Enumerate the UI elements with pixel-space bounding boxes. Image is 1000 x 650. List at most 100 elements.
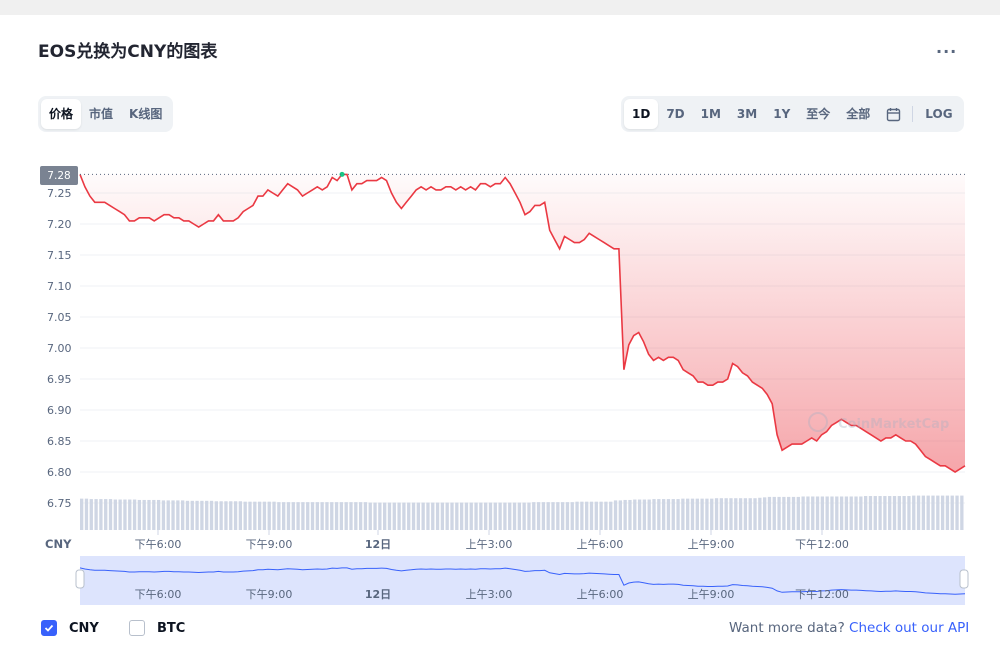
volume-bar	[777, 496, 781, 530]
volume-bar	[705, 498, 709, 530]
tab-candlestick[interactable]: K线图	[129, 107, 163, 121]
volume-bar	[652, 499, 656, 530]
volume-bar	[123, 499, 127, 530]
y-tick-label: 7.10	[47, 280, 72, 293]
volume-bar	[859, 496, 863, 530]
volume-bar	[339, 502, 344, 530]
btc-checkbox[interactable]	[129, 620, 145, 636]
volume-bar	[522, 502, 526, 530]
tab-price[interactable]: 价格	[41, 99, 82, 129]
navigator-tick-label: 12日	[365, 588, 391, 601]
range-7d[interactable]: 7D	[666, 107, 685, 121]
api-link[interactable]: Check out our API	[849, 620, 970, 636]
volume-bar	[695, 498, 699, 530]
volume-bar	[806, 496, 810, 530]
calendar-icon[interactable]	[878, 99, 908, 129]
volume-bar	[118, 499, 122, 530]
y-tick-label: 7.25	[47, 187, 72, 200]
navigator-left-handle[interactable]	[75, 569, 85, 589]
x-tick-label: 下午9:00	[246, 538, 293, 551]
volume-bar	[363, 502, 368, 530]
volume-bar	[714, 498, 719, 530]
volume-bar	[416, 502, 420, 530]
volume-bar	[296, 502, 300, 530]
volume-bar	[940, 495, 945, 530]
range-1y[interactable]: 1Y	[773, 107, 791, 121]
volume-bar	[195, 500, 199, 530]
volume-bar	[407, 502, 411, 530]
volume-bar	[767, 496, 772, 530]
volume-bar	[594, 501, 598, 530]
y-tick-label: 6.75	[47, 497, 72, 510]
volume-bar	[373, 502, 377, 530]
volume-bar	[955, 495, 959, 530]
volume-bar	[99, 499, 103, 530]
page-edge	[992, 15, 1000, 650]
volume-bar	[205, 500, 209, 530]
y-tick-label: 6.95	[47, 373, 72, 386]
navigator-tick-label: 下午12:00	[795, 588, 849, 601]
volume-bar	[820, 496, 825, 530]
volume-bar	[306, 502, 310, 530]
cny-checkbox[interactable]	[41, 620, 57, 636]
volume-bar	[527, 502, 531, 530]
volume-bar	[536, 502, 541, 530]
volume-bar	[464, 502, 469, 530]
volume-bar	[931, 495, 935, 530]
volume-bar	[286, 502, 291, 530]
x-tick-label: 下午6:00	[135, 538, 182, 551]
range-all[interactable]: 全部	[846, 107, 871, 121]
x-tick-label: 上午9:00	[688, 538, 735, 551]
navigator-tick-label: 下午6:00	[135, 588, 182, 601]
volume-bar	[392, 502, 396, 530]
volume-bar	[277, 502, 281, 530]
volume-bar	[743, 498, 748, 530]
volume-bar	[156, 499, 161, 530]
volume-bar	[609, 501, 613, 530]
volume-bar	[671, 499, 675, 530]
volume-bar	[185, 500, 190, 530]
volume-bar	[469, 502, 473, 530]
more-options-button[interactable]: ...	[936, 38, 958, 57]
cny-toggle[interactable]: CNY	[41, 620, 99, 636]
btc-toggle[interactable]: BTC	[129, 620, 185, 636]
volume-bar	[512, 502, 517, 530]
volume-bar	[791, 496, 796, 530]
volume-bar	[825, 496, 829, 530]
range-ytd[interactable]: 至今	[806, 107, 831, 121]
volume-bar	[541, 502, 546, 530]
range-1d[interactable]: 1D	[624, 99, 659, 129]
navigator-right-handle[interactable]	[959, 569, 969, 589]
navigator-window[interactable]	[80, 556, 965, 605]
volume-bar	[291, 502, 295, 530]
volume-bar	[94, 499, 98, 530]
y-tick-label: 6.85	[47, 435, 72, 448]
volume-bar	[710, 498, 714, 530]
volume-bar	[229, 501, 233, 530]
volume-bar	[661, 499, 666, 530]
volume-bar	[676, 499, 680, 530]
volume-bar	[214, 501, 218, 530]
x-tick-label: 12日	[365, 538, 391, 551]
volume-bar	[152, 499, 156, 530]
volume-bar	[936, 495, 940, 530]
tab-market-cap[interactable]: 市值	[89, 107, 114, 121]
range-tabs: 1D 7D 1M 3M 1Y 至今 全部 LOG	[621, 96, 964, 132]
volume-bar	[257, 501, 262, 530]
volume-bar	[628, 499, 632, 530]
volume-bar	[128, 499, 132, 530]
api-promo-text: Want more data?	[729, 620, 845, 636]
log-scale-button[interactable]: LOG	[925, 107, 953, 121]
volume-bar	[137, 499, 142, 530]
range-1m[interactable]: 1M	[700, 107, 721, 121]
volume-bar	[219, 501, 223, 530]
volume-bar	[354, 502, 358, 530]
range-3m[interactable]: 3M	[736, 107, 758, 121]
volume-bar	[647, 499, 651, 530]
volume-bar	[344, 502, 348, 530]
volume-bar	[334, 502, 339, 530]
navigator-tick-label: 上午6:00	[577, 588, 624, 601]
volume-bar	[926, 495, 930, 530]
volume-bar	[209, 500, 214, 530]
